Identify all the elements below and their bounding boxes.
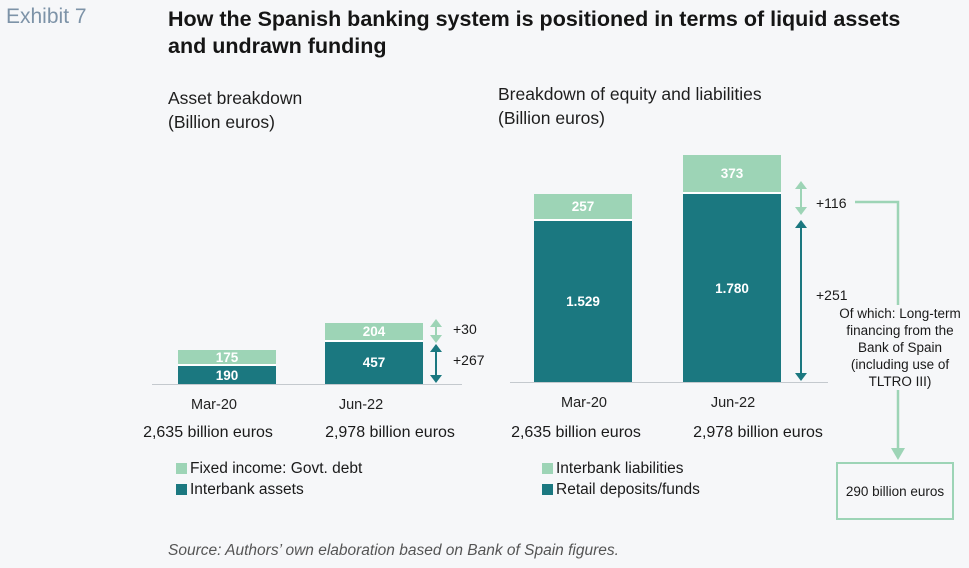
bar-liab-mar20-retail: 1.529: [534, 220, 632, 382]
bar-liab-jun22-retail: 1.780: [683, 194, 781, 382]
asset-chart-axis: [152, 384, 462, 385]
legend-item: Retail deposits/funds: [542, 479, 700, 500]
annotation-note: Of which: Long-term financing from the B…: [838, 305, 962, 390]
annotation-box-text: 290 billion euros: [845, 483, 945, 499]
liab-tick-mar20: Mar-20: [561, 395, 607, 411]
liab-delta-interbank: +116: [816, 195, 847, 211]
bar-liab-mar20-interbank: 257: [534, 193, 632, 221]
legend-swatch: [176, 484, 187, 495]
liab-total-jun22: 2,978 billion euros: [693, 424, 823, 441]
asset-delta-interbank: +267: [453, 352, 485, 368]
liab-delta-retail: +251: [816, 287, 848, 303]
asset-chart-unit: (Billion euros): [168, 112, 275, 132]
legend-swatch: [176, 463, 187, 474]
asset-total-jun22: 2,978 billion euros: [325, 424, 455, 441]
asset-govt-debt-arrow: [430, 319, 442, 343]
legend-swatch: [542, 463, 553, 474]
asset-legend: Fixed income: Govt. debt Interbank asset…: [176, 458, 362, 500]
bar-asset-jun22-govt-debt: 204: [325, 322, 423, 342]
legend-label: Interbank liabilities: [556, 459, 684, 477]
page-title: How the Spanish banking system is positi…: [168, 7, 901, 58]
asset-delta-govt-debt: +30: [453, 321, 477, 337]
liab-tick-jun22: Jun-22: [710, 395, 756, 411]
legend-label: Interbank assets: [190, 480, 304, 498]
liab-interbank-arrow: [795, 181, 807, 215]
asset-chart-title: Asset breakdown: [168, 88, 303, 108]
asset-tick-mar20: Mar-20: [191, 397, 237, 413]
liabilities-chart-unit: (Billion euros): [498, 108, 605, 128]
annotation-box: 290 billion euros: [836, 462, 954, 520]
legend-label: Retail deposits/funds: [556, 480, 700, 498]
legend-item: Interbank liabilities: [542, 458, 700, 479]
legend-label: Fixed income: Govt. debt: [190, 459, 363, 477]
bar-asset-mar20-interbank: 190: [178, 366, 276, 384]
liab-retail-arrow: [795, 220, 807, 381]
legend-item: Interbank assets: [176, 479, 362, 500]
liab-total-mar20: 2,635 billion euros: [511, 424, 641, 441]
asset-interbank-arrow: [430, 344, 442, 383]
asset-tick-jun22: Jun-22: [338, 397, 384, 413]
liabilities-chart-axis: [510, 382, 828, 383]
liabilities-chart-title: Breakdown of equity and liabilities: [498, 84, 762, 104]
bar-asset-jun22-interbank: 457: [325, 341, 423, 384]
legend-item: Fixed income: Govt. debt: [176, 458, 362, 479]
exhibit-label: Exhibit 7: [6, 5, 87, 28]
bar-liab-jun22-interbank: 373: [683, 155, 781, 195]
bar-asset-mar20-govt-debt: 175: [178, 350, 276, 367]
liabilities-legend: Interbank liabilities Retail deposits/fu…: [542, 458, 700, 500]
asset-total-mar20: 2,635 billion euros: [143, 424, 273, 441]
legend-swatch: [542, 484, 553, 495]
source-note: Source: Authors’ own elaboration based o…: [168, 542, 619, 559]
